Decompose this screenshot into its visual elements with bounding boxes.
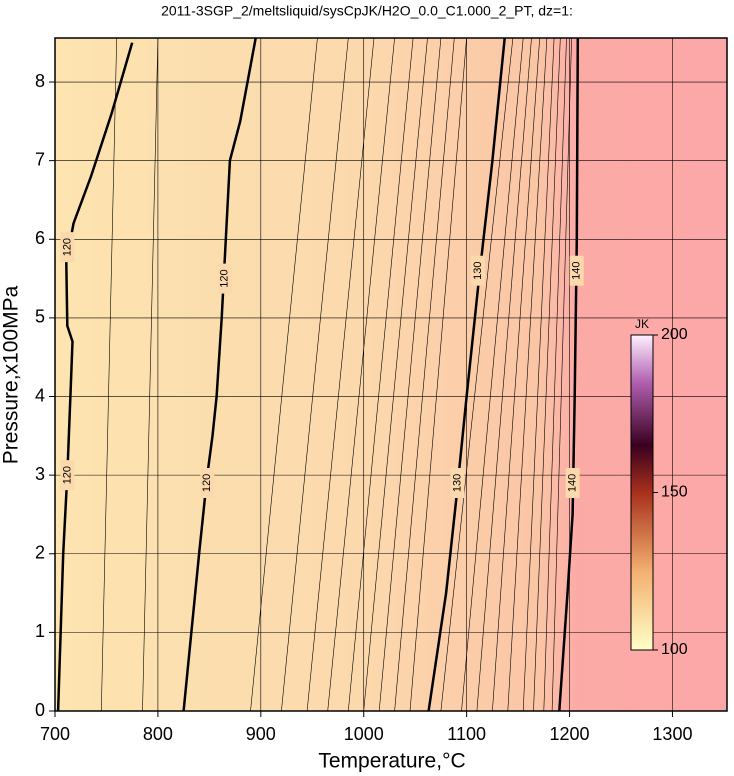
contour-label-bg	[200, 467, 215, 498]
contour-label: 140	[567, 474, 579, 492]
minor-contour	[142, 38, 159, 711]
minor-contour	[492, 38, 540, 711]
chart-title: 2011-3SGP_2/meltsliquid/sysCpJK/H2O_0.0_…	[161, 3, 573, 19]
minor-contour	[507, 38, 548, 711]
contour-label: 120	[219, 269, 231, 287]
y-axis-label: Pressure,x100MPa	[0, 285, 23, 464]
plot-background	[55, 38, 727, 711]
contour-label-bg	[565, 467, 580, 498]
minor-contour	[250, 38, 318, 711]
x-tick-label: 1000	[344, 724, 384, 744]
contour-label: 130	[472, 262, 484, 280]
y-tick-label: 7	[35, 149, 45, 169]
minor-contour	[394, 38, 455, 711]
x-axis-label: Temperature,°C	[318, 750, 465, 773]
x-tick-label: 700	[40, 724, 70, 744]
contour-line	[56, 42, 134, 711]
minor-contour	[101, 38, 117, 711]
colorbar-label: JK	[635, 317, 649, 331]
minor-contour	[533, 38, 561, 711]
contour-label-bg	[60, 232, 75, 263]
colorbar-tick-label: 200	[661, 326, 688, 343]
contour-label-bg	[217, 263, 232, 294]
contour-label: 120	[201, 474, 213, 492]
minor-contour	[327, 38, 395, 711]
minor-contour	[522, 38, 555, 711]
contour-label-bg	[470, 255, 485, 286]
minor-contour	[440, 38, 514, 711]
x-tick-label: 1100	[447, 724, 486, 744]
x-tick-label: 1300	[652, 724, 692, 744]
y-tick-label: 6	[35, 228, 45, 248]
x-tick-label: 900	[246, 724, 276, 744]
y-tick-label: 1	[35, 621, 45, 641]
contour-label-bg	[450, 467, 465, 498]
x-tick-label: 800	[143, 724, 173, 744]
colorbar-tick-label: 150	[661, 484, 688, 501]
minor-contour	[543, 38, 567, 711]
contour-label: 120	[61, 238, 73, 256]
y-tick-label: 0	[35, 700, 45, 720]
contour-label: 120	[61, 466, 73, 484]
contour-line	[558, 38, 580, 711]
colorbar-tick-label: 100	[661, 641, 688, 658]
plot-frame	[54, 37, 728, 712]
minor-contour	[409, 38, 467, 711]
contour-line	[427, 38, 506, 711]
y-tick-label: 8	[35, 71, 45, 91]
minor-contour	[306, 38, 375, 711]
minor-contour	[281, 38, 349, 711]
minor-contour	[378, 38, 442, 711]
y-tick-label: 5	[35, 307, 45, 327]
contour-label-bg	[60, 460, 75, 491]
minor-contour	[476, 38, 532, 711]
y-tick-label: 4	[35, 385, 45, 405]
contour-line	[182, 38, 257, 711]
contour-label: 130	[451, 474, 463, 492]
x-tick-label: 1200	[550, 724, 590, 744]
contour-label: 140	[571, 262, 583, 280]
minor-contour	[363, 38, 428, 711]
y-tick-label: 2	[35, 543, 45, 563]
contour-label-bg	[569, 255, 584, 286]
colorbar	[630, 334, 654, 651]
minor-contour	[348, 38, 414, 711]
minor-contour	[551, 38, 572, 711]
y-tick-label: 3	[35, 464, 45, 484]
plot-area: 120 120 120 120 130 130 140 140	[55, 38, 727, 711]
minor-contour	[461, 38, 524, 711]
